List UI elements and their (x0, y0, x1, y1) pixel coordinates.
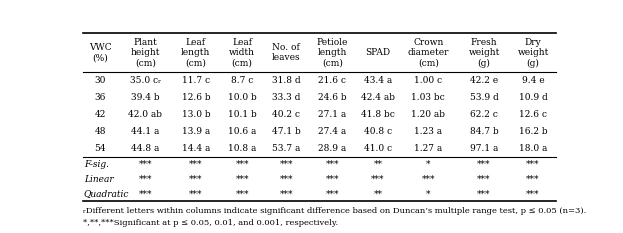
Text: 1.03 bc: 1.03 bc (411, 93, 445, 102)
Text: 43.4 a: 43.4 a (364, 76, 392, 85)
Text: 41.0 c: 41.0 c (364, 144, 392, 153)
Text: ***: *** (235, 175, 249, 184)
Text: 27.4 a: 27.4 a (318, 127, 346, 136)
Text: 97.1 a: 97.1 a (470, 144, 498, 153)
Text: 40.8 c: 40.8 c (364, 127, 392, 136)
Text: Leaf
width
(cm): Leaf width (cm) (229, 38, 255, 68)
Text: ***: *** (280, 175, 293, 184)
Text: ***: *** (371, 175, 384, 184)
Text: *: * (426, 160, 430, 169)
Text: 10.9 d: 10.9 d (519, 93, 548, 102)
Text: 40.2 c: 40.2 c (272, 110, 300, 119)
Text: 14.4 a: 14.4 a (182, 144, 210, 153)
Text: ***: *** (189, 175, 202, 184)
Text: 1.23 a: 1.23 a (414, 127, 442, 136)
Text: Quadratic: Quadratic (83, 189, 129, 199)
Text: 33.3 d: 33.3 d (272, 93, 300, 102)
Text: SPAD: SPAD (365, 48, 391, 57)
Text: ***: *** (138, 189, 152, 199)
Text: 53.9 d: 53.9 d (470, 93, 498, 102)
Text: 42: 42 (95, 110, 106, 119)
Text: 10.8 a: 10.8 a (228, 144, 256, 153)
Text: F-sig.: F-sig. (83, 160, 108, 169)
Text: ***: *** (477, 189, 491, 199)
Text: 42.4 ab: 42.4 ab (361, 93, 395, 102)
Text: 18.0 a: 18.0 a (519, 144, 547, 153)
Text: Petiole
length
(cm): Petiole length (cm) (316, 38, 348, 68)
Text: 27.1 a: 27.1 a (318, 110, 346, 119)
Text: ***: *** (138, 160, 152, 169)
Text: 54: 54 (94, 144, 106, 153)
Text: 1.27 a: 1.27 a (414, 144, 442, 153)
Text: 24.6 b: 24.6 b (318, 93, 346, 102)
Text: 21.6 c: 21.6 c (318, 76, 346, 85)
Text: 39.4 b: 39.4 b (131, 93, 159, 102)
Text: 11.7 c: 11.7 c (182, 76, 210, 85)
Text: ***: *** (526, 175, 540, 184)
Text: 28.9 a: 28.9 a (318, 144, 346, 153)
Text: 10.1 b: 10.1 b (228, 110, 257, 119)
Text: ***: *** (189, 189, 202, 199)
Text: 47.1 b: 47.1 b (272, 127, 301, 136)
Text: *: * (426, 189, 430, 199)
Text: 12.6 c: 12.6 c (519, 110, 547, 119)
Text: 30: 30 (95, 76, 106, 85)
Text: 53.7 a: 53.7 a (272, 144, 300, 153)
Text: 84.7 b: 84.7 b (470, 127, 498, 136)
Text: ***: *** (325, 160, 339, 169)
Text: 31.8 d: 31.8 d (272, 76, 301, 85)
Text: VWC
(%): VWC (%) (89, 43, 112, 62)
Text: ᵣDifferent letters within columns indicate significant difference based on Dunca: ᵣDifferent letters within columns indica… (83, 207, 586, 215)
Text: ***: *** (422, 175, 435, 184)
Text: ***: *** (235, 189, 249, 199)
Text: Fresh
weight
(g): Fresh weight (g) (468, 38, 500, 68)
Text: 36: 36 (95, 93, 106, 102)
Text: ***: *** (526, 160, 540, 169)
Text: 12.6 b: 12.6 b (182, 93, 210, 102)
Text: 16.2 b: 16.2 b (519, 127, 548, 136)
Text: ***: *** (477, 175, 491, 184)
Text: No. of
leaves: No. of leaves (272, 43, 301, 62)
Text: 13.9 a: 13.9 a (182, 127, 210, 136)
Text: Dry
weight
(g): Dry weight (g) (517, 38, 549, 68)
Text: 42.2 e: 42.2 e (470, 76, 498, 85)
Text: 35.0 cᵣ: 35.0 cᵣ (130, 76, 161, 85)
Text: ***: *** (280, 160, 293, 169)
Text: 10.6 a: 10.6 a (228, 127, 256, 136)
Text: 44.1 a: 44.1 a (131, 127, 159, 136)
Text: ***: *** (138, 175, 152, 184)
Text: 42.0 ab: 42.0 ab (128, 110, 162, 119)
Text: Crown
diameter
(cm): Crown diameter (cm) (407, 38, 449, 68)
Text: 13.0 b: 13.0 b (182, 110, 210, 119)
Text: 1.20 ab: 1.20 ab (411, 110, 445, 119)
Text: 62.2 c: 62.2 c (470, 110, 498, 119)
Text: 44.8 a: 44.8 a (131, 144, 159, 153)
Text: 9.4 e: 9.4 e (521, 76, 545, 85)
Text: ***: *** (325, 189, 339, 199)
Text: Plant
height
(cm): Plant height (cm) (130, 38, 160, 68)
Text: 10.0 b: 10.0 b (228, 93, 257, 102)
Text: Leaf
length
(cm): Leaf length (cm) (181, 38, 211, 68)
Text: **: ** (373, 160, 383, 169)
Text: ***: *** (325, 175, 339, 184)
Text: 48: 48 (95, 127, 106, 136)
Text: 8.7 c: 8.7 c (231, 76, 254, 85)
Text: ***: *** (235, 160, 249, 169)
Text: 1.00 c: 1.00 c (414, 76, 442, 85)
Text: Linear: Linear (83, 175, 113, 184)
Text: *,**,***Significant at p ≤ 0.05, 0.01, and 0.001, respectively.: *,**,***Significant at p ≤ 0.05, 0.01, a… (83, 219, 338, 227)
Text: ***: *** (280, 189, 293, 199)
Text: ***: *** (526, 189, 540, 199)
Text: **: ** (373, 189, 383, 199)
Text: ***: *** (189, 160, 202, 169)
Text: ***: *** (477, 160, 491, 169)
Text: 41.8 bc: 41.8 bc (361, 110, 395, 119)
